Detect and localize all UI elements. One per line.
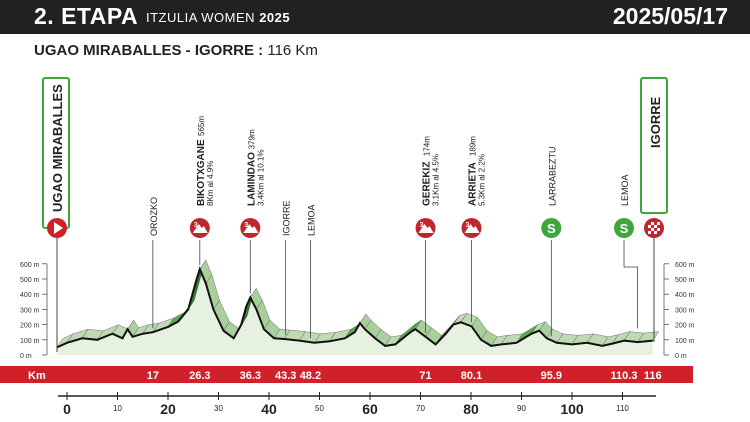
km-strip-value: 17	[147, 370, 159, 382]
km-strip	[0, 366, 693, 383]
km-axis-label: 50	[315, 404, 324, 413]
route-title: UGAO MIRABALLES - IGORRE : 116 Km	[34, 42, 318, 59]
route-point-lemoa: LEMOA S	[614, 174, 639, 329]
elevation-tick-left: 400 m	[20, 292, 40, 299]
elevation-tick-left: 300 m	[20, 307, 40, 314]
point-climb-detail: 8Km al 4.9%	[206, 161, 215, 206]
point-name: OROZKO	[149, 197, 159, 236]
profile-line	[56, 266, 653, 349]
point-name: LARRABEZTU	[547, 146, 557, 206]
point-name: ARRIETA	[468, 162, 479, 206]
start-arrow-icon	[54, 222, 63, 234]
km-strip-value: 43.3	[275, 370, 296, 382]
mountain-icon	[243, 224, 259, 233]
km-axis-label: 80	[463, 401, 479, 417]
finish-flag-icon	[648, 222, 660, 234]
finish-banner: IGORRE	[640, 77, 668, 342]
elevation-tick-right: 400 m	[675, 292, 695, 299]
km-strip-value: 48.2	[300, 370, 321, 382]
climb-category-number: 3	[466, 222, 470, 229]
climb-category-number: 3	[194, 222, 198, 229]
sprint-letter: S	[620, 221, 629, 236]
point-name: BIKOTXGANE	[196, 139, 207, 206]
km-axis-label: 30	[214, 404, 223, 413]
km-strip-value: 26.3	[189, 370, 210, 382]
km-axis-label: 110	[616, 404, 629, 413]
elevation-tick-right: 500 m	[675, 277, 695, 284]
km-strip-value: 80.1	[461, 370, 482, 382]
elevation-tick-left: 100 m	[20, 338, 40, 345]
km-strip-value: 110.3	[611, 370, 638, 382]
point-guide-line	[623, 240, 639, 329]
km-axis-label: 10	[113, 404, 122, 413]
mountain-icon	[418, 224, 434, 233]
race-name: ITZULIA WOMEN 2025	[146, 10, 290, 25]
km-axis-label: 90	[517, 404, 526, 413]
elevation-axis-right: 600 m 500 m 400 m 300 m 200 m 100 m 0 m	[663, 262, 695, 360]
point-name: LEMOA	[620, 174, 630, 206]
race-title: ITZULIA WOMEN	[146, 10, 256, 25]
sprint-icon	[614, 218, 635, 238]
point-climb-detail: 5.3Km al 2.2%	[478, 154, 487, 206]
route-point-lemoa: LEMOA	[306, 204, 316, 339]
km-strip-value: 116	[644, 370, 662, 382]
start-banner: UGAO MIRABALLES	[42, 77, 70, 352]
elevation-tick-right: 300 m	[675, 307, 695, 314]
km-strip-value: 36.3	[240, 370, 261, 382]
km-axis: 0 10 20 30 40 50 60 70 80 90 100 110	[63, 392, 629, 417]
point-name: LEMOA	[306, 204, 316, 236]
stage-number: 2. ETAPA	[34, 3, 139, 29]
route-point-igorre: IGORRE	[282, 200, 292, 336]
route-point-bikotxgane: BIKOTXGANE 565m 8Km al 4.9% 3	[189, 116, 215, 266]
finish-label: IGORRE	[648, 96, 663, 148]
elevation-tick-left: 200 m	[20, 323, 40, 330]
route-point-larrabeztu: LARRABEZTU S	[541, 146, 562, 337]
km-strip-value: 71	[419, 370, 431, 382]
elevation-tick-right: 600 m	[675, 262, 695, 269]
sprint-letter: S	[547, 221, 556, 236]
elevation-tick-left: 500 m	[20, 277, 40, 284]
mountain-icon	[192, 224, 208, 233]
km-axis-label: 20	[160, 401, 176, 417]
km-axis-label: 0	[63, 401, 71, 417]
elevation-tick-right: 200 m	[675, 323, 695, 330]
point-climb-detail: 3.4Km al 10.1%	[256, 150, 265, 206]
stage-date: 2025/05/17	[612, 3, 728, 29]
point-name: GEREKIZ	[422, 162, 433, 206]
header-bar: 2. ETAPA ITZULIA WOMEN 2025 2025/05/17	[0, 0, 750, 34]
point-altitude: 189m	[469, 136, 478, 156]
elevation-tick-right: 0 m	[675, 353, 687, 360]
elevation-tick-right: 100 m	[675, 338, 695, 345]
km-axis-label: 100	[560, 401, 584, 417]
km-axis-label: 60	[362, 401, 378, 417]
km-strip-value: 95.9	[541, 370, 562, 382]
km-axis-label: 40	[261, 401, 277, 417]
point-climb-detail: 3.1Km al 4.5%	[432, 154, 441, 206]
mountain-icon	[464, 224, 480, 233]
point-altitude: 379m	[247, 129, 256, 149]
climb-category-number: 3	[420, 222, 424, 229]
km-axis-label: 70	[416, 404, 425, 413]
climb-category-number: 3	[244, 222, 248, 229]
km-strip-label: Km	[28, 370, 46, 382]
elevation-tick-left: 600 m	[20, 262, 40, 269]
point-altitude: 565m	[197, 116, 206, 136]
route-distance: 116 Km	[267, 42, 318, 59]
point-altitude: 174m	[423, 136, 432, 156]
profile-fill	[56, 269, 653, 355]
race-year: 2025	[259, 10, 291, 25]
elevation-axis-left: 600 m 500 m 400 m 300 m 200 m 100 m 0 m	[20, 262, 48, 360]
elevation-tick-left: 0 m	[20, 353, 32, 360]
point-name: LAMINDAO	[246, 152, 257, 206]
start-label: UGAO MIRABALLES	[50, 84, 65, 212]
sprint-icon	[541, 218, 562, 238]
route-point-orozko: OROZKO	[149, 197, 159, 329]
route-endpoints: UGAO MIRABALLES - IGORRE :	[34, 42, 264, 59]
point-name: IGORRE	[282, 200, 292, 236]
